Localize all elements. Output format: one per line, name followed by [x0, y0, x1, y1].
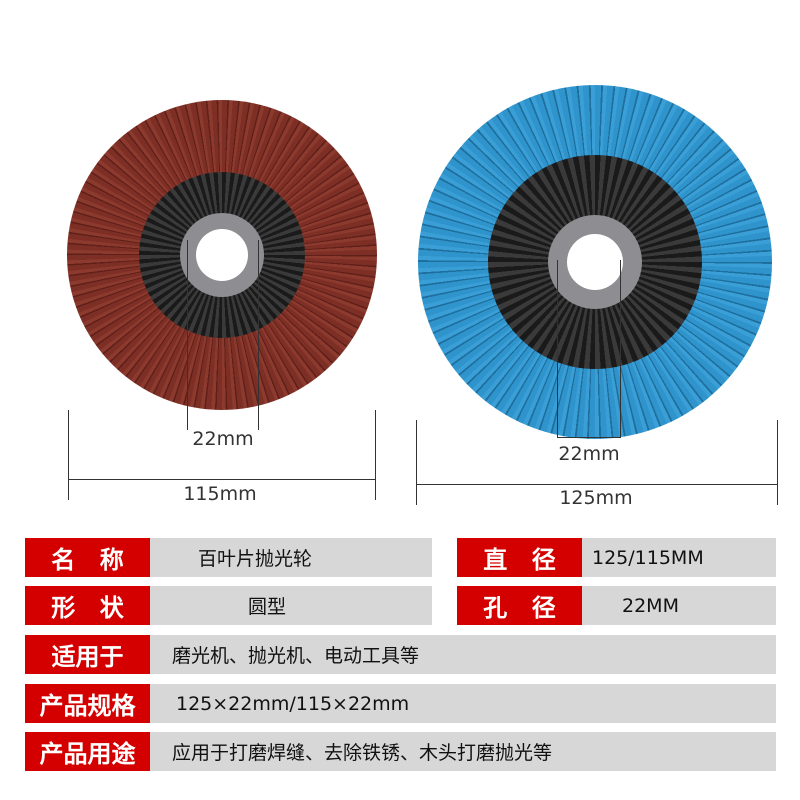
blue-hole-label: 22mm	[558, 443, 620, 465]
label-char: 直	[483, 546, 508, 574]
spec-label: 形状	[25, 586, 150, 625]
label-char: 径	[531, 546, 556, 574]
hole-dimension-line	[620, 260, 621, 438]
diameter-dimension-line	[68, 410, 69, 500]
label-char: 孔	[483, 594, 508, 622]
spec-row-name: 名称 百叶片抛光轮	[25, 538, 432, 577]
spec-value: 百叶片抛光轮	[150, 538, 432, 577]
diameter-dimension-line	[416, 420, 417, 505]
red-diameter-label: 115mm	[183, 483, 257, 505]
blue-flap-disc	[418, 85, 772, 439]
spec-row-shape: 形状 圆型	[25, 586, 432, 625]
spec-row-spec: 产品规格 125×22mm/115×22mm	[25, 684, 776, 723]
spec-row-use: 产品用途 应用于打磨焊缝、去除铁锈、木头打磨抛光等	[25, 732, 776, 771]
spec-value: 磨光机、抛光机、电动工具等	[150, 635, 776, 674]
hole-dimension-line	[557, 437, 621, 438]
hole-dimension-line	[258, 240, 259, 430]
spec-label: 名称	[25, 538, 150, 577]
label-char: 形	[51, 594, 76, 622]
blue-diameter-label: 125mm	[559, 487, 633, 509]
spec-label: 孔径	[457, 586, 582, 625]
spec-label: 直径	[457, 538, 582, 577]
diameter-dimension-line	[68, 479, 376, 480]
spec-value: 应用于打磨焊缝、去除铁锈、木头打磨抛光等	[150, 732, 776, 771]
spec-value: 125/115MM	[582, 538, 776, 577]
label-char: 径	[531, 594, 556, 622]
spec-label: 适用于	[25, 635, 150, 674]
spec-label: 产品规格	[25, 684, 150, 723]
spec-value: 22MM	[582, 586, 776, 625]
diameter-dimension-line	[375, 410, 376, 500]
spec-value: 圆型	[150, 586, 432, 625]
hole-dimension-line	[557, 260, 558, 438]
label-char: 名	[51, 546, 76, 574]
label-char: 称	[99, 546, 124, 574]
spec-row-hole: 孔径 22MM	[457, 586, 776, 625]
red-flap-disc	[67, 100, 377, 410]
spec-row-applies: 适用于 磨光机、抛光机、电动工具等	[25, 635, 776, 674]
diameter-dimension-line	[777, 420, 778, 505]
hole-dimension-line	[187, 240, 188, 430]
spec-value: 125×22mm/115×22mm	[150, 684, 776, 723]
diameter-dimension-line	[416, 484, 778, 485]
label-char: 状	[99, 594, 124, 622]
red-hole-label: 22mm	[192, 428, 254, 450]
spec-label: 产品用途	[25, 732, 150, 771]
spec-row-diameter: 直径 125/115MM	[457, 538, 776, 577]
